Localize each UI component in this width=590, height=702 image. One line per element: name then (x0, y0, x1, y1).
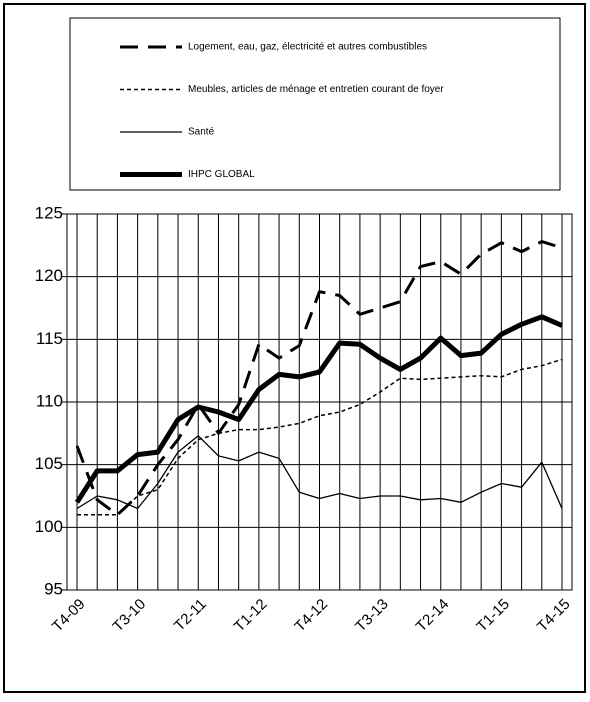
y-tick-label: 110 (36, 391, 63, 410)
y-tick-label: 115 (36, 329, 63, 348)
y-tick-label: 100 (35, 517, 63, 536)
legend-label: Santé (188, 127, 215, 138)
y-tick-label: 95 (44, 579, 63, 598)
y-tick-label: 125 (35, 203, 63, 222)
series-line (74, 314, 563, 504)
series-line (77, 358, 563, 516)
legend-label: Logement, eau, gaz, électricité et autre… (188, 42, 427, 53)
legend-label: IHPC GLOBAL (188, 169, 255, 180)
series-line (76, 435, 563, 510)
y-tick-label: 105 (35, 454, 63, 473)
legend-label: Meubles, articles de ménage et entretien… (188, 84, 444, 95)
series-line (75, 240, 563, 517)
y-tick-label: 120 (35, 266, 63, 285)
